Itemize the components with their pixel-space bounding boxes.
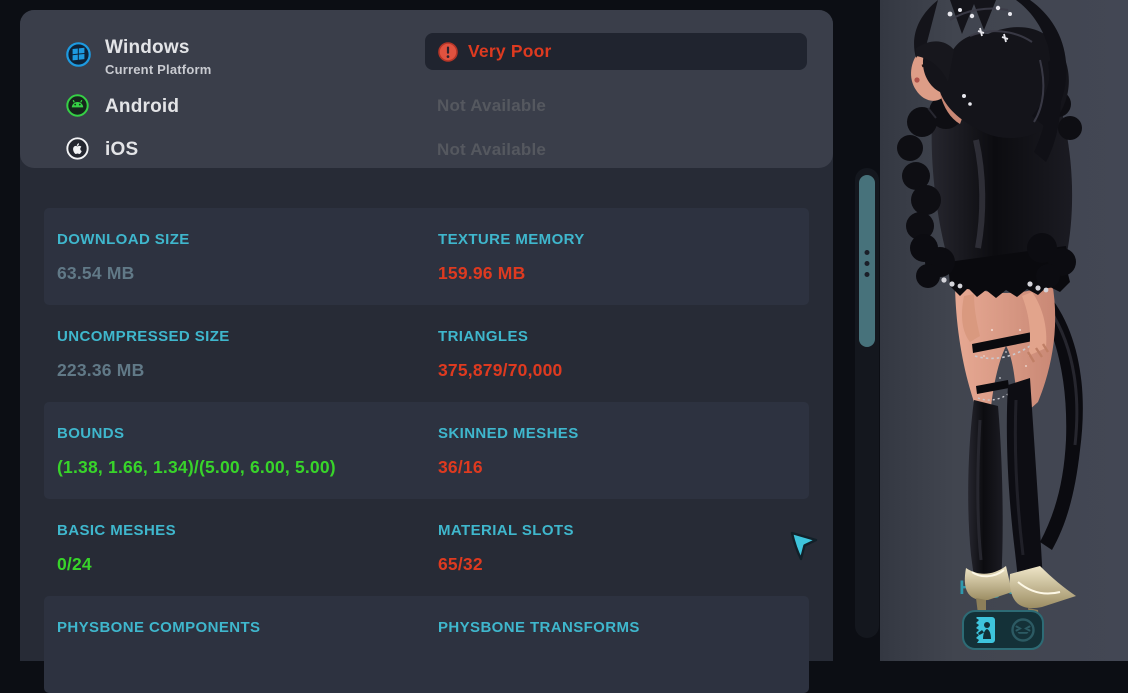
- stat-skinned-meshes: SKINNED MESHES 36/16: [438, 425, 809, 499]
- platform-row-windows[interactable]: Windows Current Platform: [66, 37, 212, 77]
- ios-status-label: Not Available: [437, 140, 547, 159]
- platform-name-android: Android: [105, 95, 180, 117]
- performance-rank-badge[interactable]: Very Poor: [425, 33, 807, 70]
- stat-label: UNCOMPRESSED SIZE: [57, 328, 230, 345]
- stat-value: 63.54 MB: [57, 263, 135, 283]
- stat-label: PHYSBONE COMPONENTS: [57, 619, 261, 636]
- performance-rank-label: Very Poor: [468, 41, 552, 61]
- stat-label: BOUNDS: [57, 425, 125, 442]
- stat-bounds: BOUNDS (1.38, 1.66, 1.34)/(5.00, 6.00, 5…: [57, 425, 438, 499]
- emoji-button[interactable]: [1009, 616, 1037, 644]
- main-panel: Windows Current Platform: [20, 10, 833, 693]
- stat-label: TRIANGLES: [438, 328, 529, 345]
- stat-physbone-components: PHYSBONE COMPONENTS: [57, 619, 438, 693]
- platform-section: Windows Current Platform: [20, 10, 833, 168]
- stat-label: SKINNED MESHES: [438, 425, 579, 442]
- preview-toolbar: [962, 610, 1044, 650]
- avatar-3d-render: [897, 0, 1083, 632]
- stat-row-3: BOUNDS (1.38, 1.66, 1.34)/(5.00, 6.00, 5…: [44, 402, 809, 499]
- stat-label: MATERIAL SLOTS: [438, 522, 574, 539]
- avatar-stats-icon: [975, 617, 995, 643]
- stat-label: BASIC MESHES: [57, 522, 176, 539]
- stat-row-4: BASIC MESHES 0/24 MATERIAL SLOTS 65/32: [44, 499, 809, 596]
- stat-texture-memory: TEXTURE MEMORY 159.96 MB: [438, 231, 809, 305]
- stat-value: 223.36 MB: [57, 360, 145, 380]
- error-exclamation-icon: [438, 41, 458, 62]
- apple-icon: [66, 137, 91, 162]
- android-status-label: Not Available: [437, 96, 547, 115]
- stat-value: 375,879/70,000: [438, 360, 563, 380]
- platform-name-ios: iOS: [105, 138, 139, 160]
- platform-subtitle: Current Platform: [105, 62, 212, 77]
- android-icon: [66, 94, 91, 119]
- stat-physbone-transforms: PHYSBONE TRANSFORMS: [438, 619, 809, 693]
- stat-download-size: DOWNLOAD SIZE 63.54 MB: [57, 231, 438, 305]
- stat-row-1: DOWNLOAD SIZE 63.54 MB TEXTURE MEMORY 15…: [44, 208, 809, 305]
- stat-label: TEXTURE MEMORY: [438, 231, 585, 248]
- scrollbar-grip-dots-icon: [864, 250, 870, 277]
- emoji-face-icon: [1010, 618, 1035, 642]
- stat-value: (1.38, 1.66, 1.34)/(5.00, 6.00, 5.00): [57, 457, 336, 477]
- scrollbar-thumb[interactable]: [859, 175, 875, 347]
- stat-value: 159.96 MB: [438, 263, 526, 283]
- stat-uncompressed-size: UNCOMPRESSED SIZE 223.36 MB: [57, 328, 438, 402]
- avatar-stats-button[interactable]: [970, 616, 998, 644]
- platform-name-windows: Windows: [105, 37, 190, 58]
- stat-row-5: PHYSBONE COMPONENTS PHYSBONE TRANSFORMS: [44, 596, 809, 693]
- scrollbar-track[interactable]: [855, 168, 879, 638]
- avatar-preview-panel[interactable]: Height: 1.: [880, 0, 1128, 661]
- stat-value: 65/32: [438, 554, 483, 574]
- stat-triangles: TRIANGLES 375,879/70,000: [438, 328, 809, 402]
- stat-label: PHYSBONE TRANSFORMS: [438, 619, 640, 636]
- windows-icon: [66, 42, 91, 67]
- stat-material-slots: MATERIAL SLOTS 65/32: [438, 522, 809, 596]
- stat-value: 0/24: [57, 554, 92, 574]
- stats-list: DOWNLOAD SIZE 63.54 MB TEXTURE MEMORY 15…: [44, 208, 809, 693]
- platform-row-android[interactable]: Android: [66, 94, 179, 119]
- stat-label: DOWNLOAD SIZE: [57, 231, 190, 248]
- stat-row-2: UNCOMPRESSED SIZE 223.36 MB TRIANGLES 37…: [44, 305, 809, 402]
- stat-basic-meshes: BASIC MESHES 0/24: [57, 522, 438, 596]
- platform-row-ios[interactable]: iOS: [66, 137, 138, 162]
- stat-value: 36/16: [438, 457, 483, 477]
